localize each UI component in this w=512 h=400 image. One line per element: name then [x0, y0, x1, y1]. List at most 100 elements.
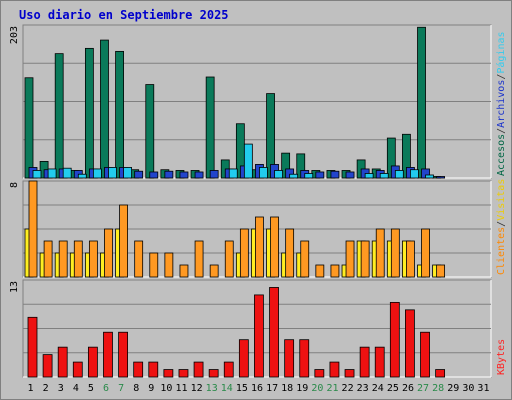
day-label-21: 21	[326, 383, 338, 394]
bar-kbytes-day-10	[163, 369, 174, 378]
bar-clientes-day-13	[209, 264, 219, 278]
bar-clientes-day-19	[300, 240, 310, 278]
bar-accesos-day-27	[417, 26, 426, 179]
bar-clientes-day-24	[375, 228, 385, 278]
day-label-1: 1	[28, 383, 34, 394]
bar-clientes-day-21	[330, 264, 340, 278]
bar-clientes-day-1	[28, 180, 38, 278]
bar-páginas-day-24	[379, 173, 389, 179]
bar-accesos-day-3	[54, 53, 64, 179]
bar-kbytes-day-26	[405, 309, 415, 378]
bar-páginas-day-7	[123, 167, 132, 179]
bar-kbytes-day-23	[359, 346, 370, 378]
bar-clientes-day-14	[224, 240, 234, 278]
bar-accesos-day-9	[145, 84, 155, 179]
bar-kbytes-day-4	[72, 361, 83, 378]
bar-archivos-day-11	[179, 171, 189, 179]
day-label-11: 11	[175, 383, 187, 394]
legend-entry: Clientes	[496, 227, 507, 275]
bar-páginas-day-5	[92, 168, 102, 179]
bar-archivos-day-22	[345, 171, 355, 179]
legend-entry: Visitas	[496, 179, 507, 221]
bar-kbytes-day-25	[389, 301, 400, 378]
bar-archivos-day-20	[315, 171, 325, 179]
bar-clientes-day-27	[421, 228, 430, 278]
panel-3-max-label: 13	[9, 281, 20, 293]
day-label-28: 28	[432, 383, 444, 394]
bar-kbytes-day-3	[57, 346, 68, 378]
bar-kbytes-day-24	[374, 346, 385, 378]
bar-kbytes-day-6	[103, 331, 113, 378]
bar-páginas-day-3	[62, 167, 72, 179]
legend-entry: Archivos	[496, 80, 507, 128]
bar-archivos-day-9	[149, 171, 159, 179]
panel-2-max-label: 8	[9, 182, 20, 188]
chart-title: Uso diario en Septiembre 2025	[19, 8, 229, 22]
bar-kbytes-day-16	[254, 294, 264, 378]
bar-kbytes-day-19	[299, 339, 310, 378]
bar-archivos-day-28	[436, 176, 446, 179]
bar-páginas-day-15	[243, 143, 253, 179]
day-label-30: 30	[462, 383, 474, 394]
day-label-26: 26	[402, 383, 414, 394]
bar-clientes-day-23	[360, 240, 370, 278]
bar-páginas-day-17	[274, 170, 283, 179]
bar-accesos-day-7	[115, 50, 124, 179]
panel-3-legend: KBytes	[496, 339, 507, 375]
bar-clientes-day-25	[390, 228, 400, 278]
bar-páginas-day-25	[394, 170, 404, 179]
bar-clientes-day-15	[239, 228, 249, 278]
day-label-4: 4	[73, 383, 79, 394]
panel-1-max-label: 203	[9, 26, 20, 44]
panel-1-legend: Accesos/Archivos/Páginas	[495, 31, 507, 176]
bar-páginas-day-27	[425, 174, 434, 179]
day-label-19: 19	[296, 383, 308, 394]
panel-2-legend: Clientes/Visitas	[496, 179, 507, 275]
bar-clientes-day-2	[43, 240, 53, 278]
bar-kbytes-day-15	[238, 339, 249, 378]
day-label-18: 18	[281, 383, 293, 394]
bar-kbytes-day-28	[435, 369, 446, 378]
day-label-8: 8	[133, 383, 139, 394]
day-label-25: 25	[387, 383, 399, 394]
bar-kbytes-day-1	[27, 316, 38, 378]
bar-accesos-day-13	[205, 76, 215, 179]
bar-páginas-day-18	[289, 173, 299, 179]
bar-clientes-day-18	[285, 228, 295, 278]
day-label-9: 9	[148, 383, 154, 394]
bar-clientes-day-3	[58, 240, 68, 278]
bar-archivos-day-10	[164, 170, 174, 179]
bar-páginas-day-23	[364, 173, 374, 179]
day-label-31: 31	[477, 383, 489, 394]
bar-clientes-day-6	[104, 228, 113, 278]
legend-entry: Accesos	[496, 134, 507, 176]
day-label-5: 5	[88, 383, 94, 394]
bar-clientes-day-5	[88, 240, 98, 278]
bar-kbytes-day-21	[329, 361, 340, 378]
bar-kbytes-day-12	[193, 361, 204, 378]
day-label-29: 29	[447, 383, 459, 394]
bar-clientes-day-12	[194, 240, 204, 278]
legend-entry: Páginas	[495, 31, 507, 73]
day-label-22: 22	[342, 383, 354, 394]
bar-clientes-day-22	[345, 240, 355, 278]
bar-archivos-day-8	[134, 170, 144, 179]
bar-páginas-day-6	[108, 167, 117, 179]
bar-clientes-day-20	[315, 264, 325, 278]
day-label-6: 6	[103, 383, 109, 394]
bar-clientes-day-7	[119, 204, 128, 278]
day-label-14: 14	[221, 383, 233, 394]
bar-páginas-day-19	[304, 173, 314, 179]
bar-kbytes-day-7	[118, 331, 128, 378]
bar-clientes-day-26	[406, 240, 415, 278]
day-label-13: 13	[206, 383, 218, 394]
bar-accesos-day-6	[100, 39, 109, 179]
bar-archivos-day-21	[330, 170, 340, 179]
bar-clientes-day-9	[149, 252, 159, 278]
bar-clientes-day-4	[73, 240, 83, 278]
day-label-7: 7	[118, 383, 124, 394]
day-label-16: 16	[251, 383, 263, 394]
bar-clientes-day-17	[270, 216, 279, 278]
bar-páginas-day-16	[259, 167, 268, 179]
